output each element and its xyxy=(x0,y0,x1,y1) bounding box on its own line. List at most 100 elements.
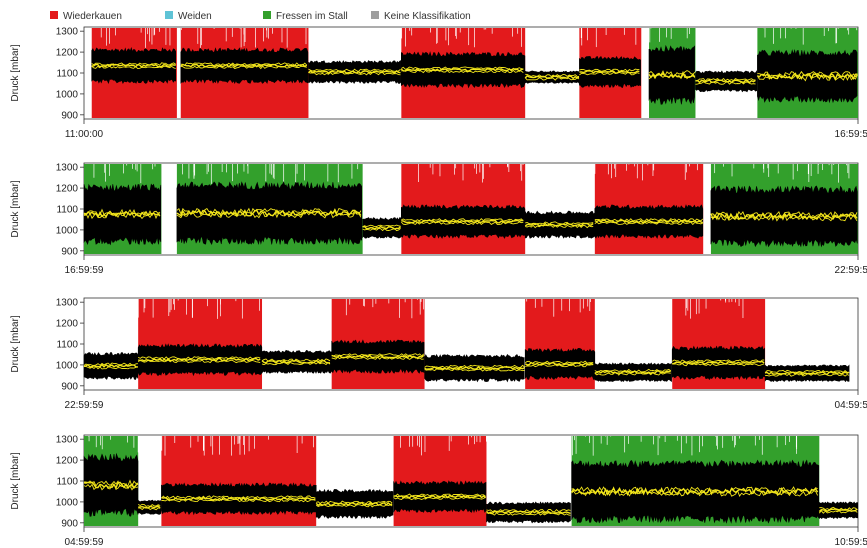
mean-line xyxy=(594,368,672,373)
legend-swatch xyxy=(50,11,58,19)
mean-line xyxy=(137,503,161,508)
y-axis-label: Druck [mbar] xyxy=(10,452,21,509)
mean-line xyxy=(138,505,161,509)
y-tick-label: 900 xyxy=(61,246,78,257)
class-band xyxy=(138,299,263,389)
signal-envelope xyxy=(83,183,162,246)
y-tick-label: 1100 xyxy=(56,340,78,351)
mean-line xyxy=(524,75,580,80)
legend-item: Wiederkauen xyxy=(50,11,122,22)
mean-line xyxy=(525,73,580,78)
segment xyxy=(393,436,487,526)
mean-line xyxy=(710,212,858,221)
y-tick-label: 900 xyxy=(61,381,78,392)
segment xyxy=(400,164,526,254)
legend-swatch xyxy=(263,11,271,19)
mean-line xyxy=(648,70,696,80)
y-tick-label: 1100 xyxy=(56,477,78,488)
segment xyxy=(91,28,177,118)
mean-line xyxy=(83,362,139,366)
signal-envelope xyxy=(594,204,704,239)
mean-line xyxy=(424,364,525,369)
legend-item: Fressen im Stall xyxy=(263,11,348,22)
panel: 900 1000 1100 1200 1300 Druck [mbar] 11:00:00 1… xyxy=(10,26,867,140)
mean-line xyxy=(764,371,850,376)
y-tick-label: 1100 xyxy=(56,205,78,216)
mean-line xyxy=(393,494,487,499)
mean-line xyxy=(138,507,161,511)
y-tick-label: 1300 xyxy=(56,163,79,174)
mean-line xyxy=(331,354,425,359)
mean-line xyxy=(137,356,261,360)
x-end-label: 10:59:59 xyxy=(835,537,867,548)
segment xyxy=(486,501,571,524)
segment xyxy=(648,28,696,118)
mean-line xyxy=(594,372,671,376)
mean-line xyxy=(695,81,756,85)
mean-line xyxy=(764,369,850,374)
mean-line xyxy=(401,218,524,222)
mean-line xyxy=(571,486,818,494)
y-tick-label: 1000 xyxy=(56,497,79,508)
mean-line xyxy=(161,495,316,499)
mean-line xyxy=(83,481,139,490)
x-end-label: 16:59:59 xyxy=(835,129,867,140)
y-tick-label: 1200 xyxy=(56,319,79,330)
y-axis-label: Druck [mbar] xyxy=(10,180,21,237)
segment xyxy=(571,436,820,526)
mean-line xyxy=(525,221,594,225)
mean-line xyxy=(91,62,176,66)
y-tick-label: 1200 xyxy=(56,184,79,195)
segment xyxy=(524,70,580,85)
segment xyxy=(362,216,402,239)
mean-line xyxy=(315,501,393,507)
legend-label: Wiederkauen xyxy=(63,11,122,22)
mean-line xyxy=(757,74,858,82)
segment xyxy=(818,501,858,520)
mean-line xyxy=(671,359,765,363)
legend-label: Fressen im Stall xyxy=(276,11,348,22)
mean-line xyxy=(91,65,176,69)
legend-label: Keine Klassifikation xyxy=(384,11,471,22)
mean-line xyxy=(83,365,139,370)
segment xyxy=(180,28,309,118)
mean-line xyxy=(401,69,524,74)
mean-line xyxy=(84,479,139,488)
mean-line xyxy=(362,225,402,230)
x-start-label: 16:59:59 xyxy=(65,265,104,276)
y-axis-label: Druck [mbar] xyxy=(10,315,21,372)
segment xyxy=(161,436,317,526)
mean-line xyxy=(818,508,858,513)
class-band xyxy=(393,436,487,526)
panel: 900 1000 1100 1200 1300 Druck [mbar] 04:59:59 1… xyxy=(10,434,867,548)
y-tick-label: 1000 xyxy=(56,360,79,371)
mean-line xyxy=(137,357,261,362)
y-tick-label: 900 xyxy=(61,518,78,529)
legend-swatch xyxy=(371,11,379,19)
mean-line xyxy=(486,512,571,516)
mean-line xyxy=(261,361,331,366)
mean-line xyxy=(261,358,331,362)
panel: 900 1000 1100 1200 1300 Druck [mbar] 16:59:59 2… xyxy=(10,162,867,276)
segment xyxy=(83,436,139,526)
y-tick-label: 900 xyxy=(61,110,78,121)
segment xyxy=(308,60,402,84)
segment xyxy=(594,164,704,254)
segment xyxy=(710,164,858,254)
mean-line xyxy=(757,70,858,79)
mean-line xyxy=(137,359,261,364)
panel: 900 1000 1100 1200 1300 Druck [mbar] 22:59:59 0… xyxy=(10,297,867,411)
y-tick-label: 1000 xyxy=(56,225,79,236)
mean-line xyxy=(594,370,671,375)
mean-line xyxy=(180,65,307,70)
mean-line xyxy=(176,207,362,216)
legend-item: Weiden xyxy=(165,11,212,22)
segment xyxy=(764,364,850,383)
mean-line xyxy=(486,508,571,513)
segment xyxy=(83,164,162,254)
legend-swatch xyxy=(165,11,173,19)
y-tick-label: 1300 xyxy=(56,27,79,38)
mean-line xyxy=(393,493,486,497)
x-end-label: 22:59:59 xyxy=(835,265,867,276)
mean-line xyxy=(180,63,308,68)
